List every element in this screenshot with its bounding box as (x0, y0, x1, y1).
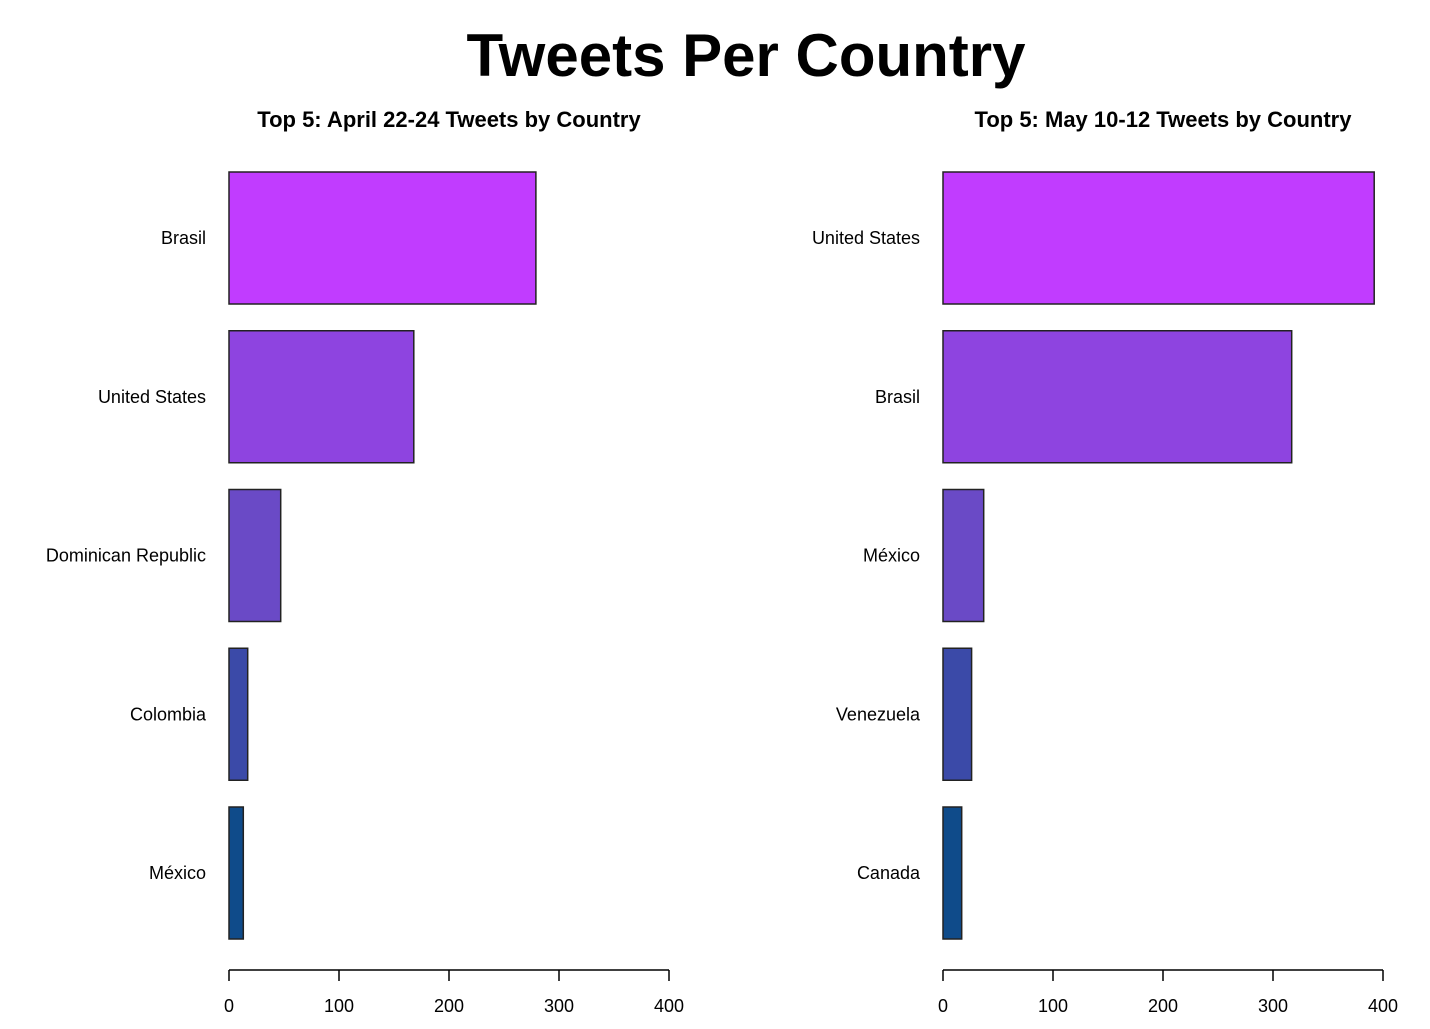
category-label: México (863, 546, 920, 566)
bar (942, 647, 973, 781)
chart-main-title: Tweets Per Country (466, 22, 1026, 89)
bar (228, 647, 249, 781)
category-label: México (149, 863, 206, 883)
bar (942, 330, 1293, 464)
bar (228, 806, 245, 940)
x-tick-label: 300 (544, 996, 574, 1016)
x-tick-label: 200 (1148, 996, 1178, 1016)
category-label: Colombia (130, 704, 207, 724)
bar (228, 488, 282, 623)
x-tick-label: 200 (434, 996, 464, 1016)
category-label: United States (812, 228, 920, 248)
bar (942, 806, 963, 940)
category-label: Dominican Republic (46, 546, 206, 566)
bar (228, 330, 415, 464)
category-label: Venezuela (836, 704, 921, 724)
x-tick-label: 0 (938, 996, 948, 1016)
panel-april: Top 5: April 22-24 Tweets by Country Bras… (46, 107, 684, 1016)
x-tick-label: 400 (1368, 996, 1398, 1016)
category-label: Brasil (161, 228, 206, 248)
category-label: Brasil (875, 387, 920, 407)
bar (228, 171, 537, 305)
panel-may: Top 5: May 10-12 Tweets by Country United… (812, 107, 1398, 1016)
category-label: Canada (857, 863, 921, 883)
category-label: United States (98, 387, 206, 407)
panel-title: Top 5: April 22-24 Tweets by Country (257, 107, 641, 132)
panel-title: Top 5: May 10-12 Tweets by Country (975, 107, 1353, 132)
x-tick-label: 300 (1258, 996, 1288, 1016)
x-tick-label: 100 (1038, 996, 1068, 1016)
bar (942, 171, 1375, 305)
bar (942, 488, 985, 623)
x-tick-label: 400 (654, 996, 684, 1016)
x-tick-label: 100 (324, 996, 354, 1016)
x-tick-label: 0 (224, 996, 234, 1016)
